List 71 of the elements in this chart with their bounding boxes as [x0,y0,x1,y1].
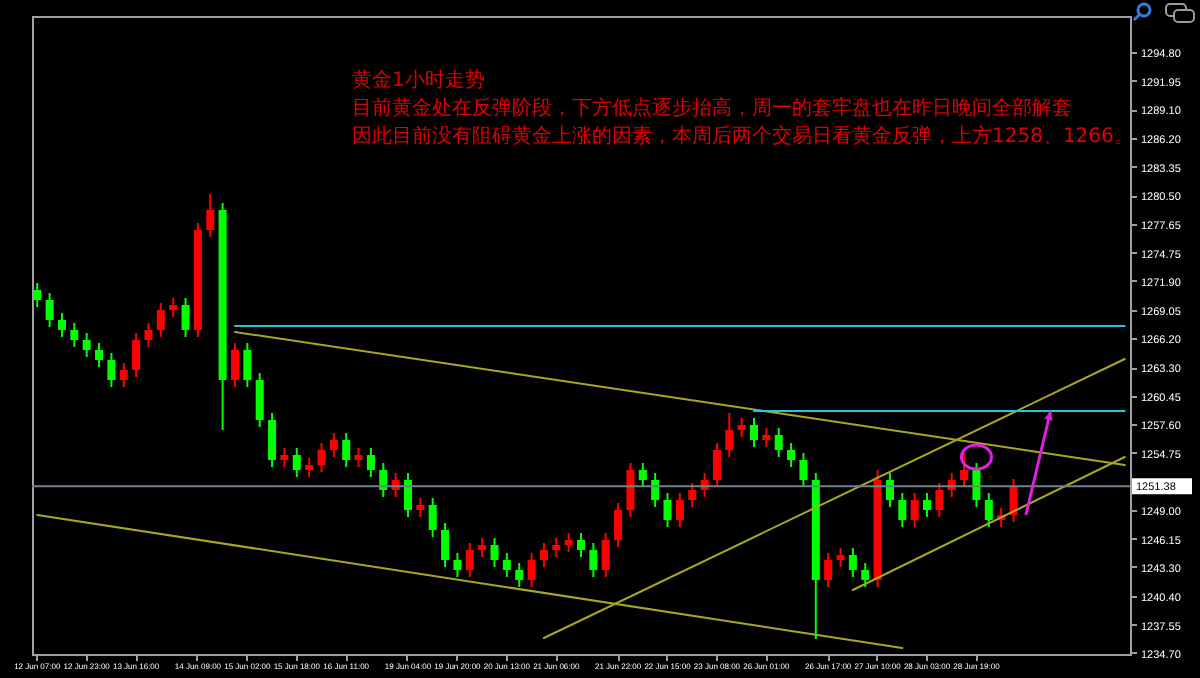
candlestick [490,537,499,568]
candlestick [292,447,301,478]
candlestick [280,447,289,468]
candlestick [638,462,647,488]
candlestick [712,442,721,488]
candlestick [156,302,165,338]
candlestick [428,497,437,538]
candlestick [601,532,610,578]
candlestick [305,457,314,478]
candlestick [539,542,548,568]
candlestick [181,297,190,338]
candlestick [45,292,54,328]
candlestick [552,537,561,558]
candlestick [527,552,536,588]
candlestick [935,482,944,518]
candlestick [82,332,91,358]
candlestick [923,492,932,518]
candlestick [132,332,141,378]
candlestick [799,452,808,488]
candlestick [230,342,239,388]
candlestick [403,472,413,518]
candlestick [465,542,474,578]
candlestick [972,462,981,508]
candlestick [861,562,870,588]
candlestick [95,342,104,368]
candlestick [749,417,759,448]
candlestick [206,193,215,238]
candlestick [119,362,128,388]
candlestick [515,562,524,588]
candlestick [329,432,338,458]
candlestick [688,482,697,508]
candlestick [255,372,264,428]
candlestick [762,427,771,448]
candlestick [774,427,783,458]
candlestick [243,342,252,388]
candlestick [416,497,425,518]
candlestick [107,352,116,388]
candlestick [441,522,450,568]
candlestick [836,547,845,568]
candlestick [57,312,66,338]
candlestick [725,412,734,458]
candlestick [737,417,746,438]
candlestick [576,532,586,558]
candlestick [984,492,993,528]
candlestick [614,502,623,548]
candlestick [169,297,178,318]
annotation: 黄金1小时走势 [352,68,485,92]
candlestick [589,542,598,578]
candlestick [366,447,375,478]
candlestick [898,492,907,528]
candlestick [910,492,919,528]
candlestick [564,532,573,553]
candlestick [663,492,672,528]
candlestick [960,452,969,488]
candlestick [848,547,857,578]
annotation: 因此目前没有阻碍黄金上涨的因素，本周后两个交易日看黄金反弹，上方1258、1266。 [352,124,1134,148]
candlestick [675,492,684,528]
candlestick [354,447,363,468]
candlestick [824,552,833,588]
candlestick [144,322,153,348]
candlestick [626,462,635,518]
candlestick [70,322,79,348]
candlestick [317,442,326,473]
candlestick [268,412,277,468]
candlestick [453,552,462,578]
annotation: 目前黄金处在反弹阶段，下方低点逐步抬高，周一的套牢盘也在昨日晚间全部解套 [352,96,1072,120]
candlestick [342,432,351,468]
candlestick [502,552,511,578]
candlestick [33,282,42,308]
candlestick [787,442,796,468]
candlestick [478,537,487,558]
